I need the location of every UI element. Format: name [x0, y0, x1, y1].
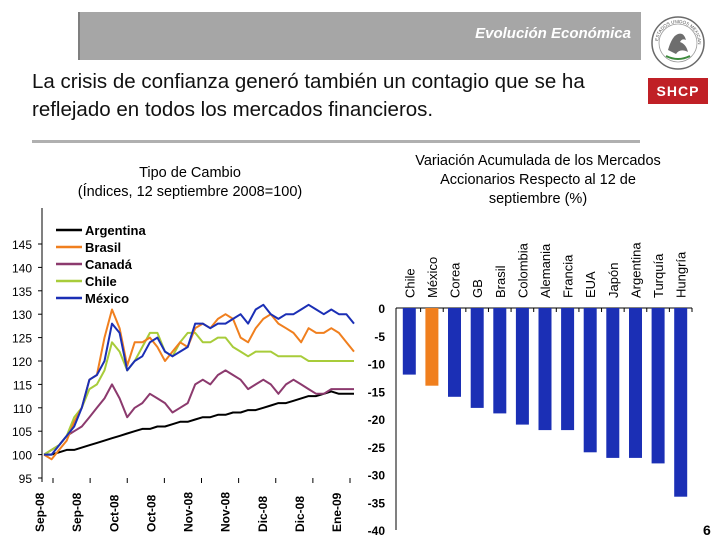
stocks-chart-title: Variación Acumulada de los Mercados Acci…: [415, 153, 661, 207]
fx-series-line-chile: [43, 331, 354, 456]
fx-legend-label: Argentina: [85, 223, 146, 238]
stock-category-label: Colombia: [515, 242, 530, 298]
fx-legend-label: Chile: [85, 274, 117, 289]
fx-x-tick-label: Oct-08: [107, 494, 121, 532]
stock-category-label: Argentina: [628, 242, 643, 298]
fx-y-tick-label: 115: [13, 378, 32, 392]
divider: [32, 140, 640, 143]
stock-category-label: México: [425, 257, 440, 298]
stock-bar: [651, 308, 665, 464]
fx-x-tick-label: Sep-08: [70, 492, 84, 532]
stock-y-tick-label: -20: [368, 413, 386, 427]
stock-category-label: GB: [470, 279, 485, 298]
stock-category-label: Chile: [402, 268, 417, 298]
stock-y-tick-label: -40: [368, 524, 386, 538]
stock-y-tick-label: -5: [374, 330, 385, 344]
fx-y-tick-label: 130: [12, 308, 32, 322]
stock-category-label: Hungría: [674, 251, 689, 298]
stock-y-tick-label: -35: [368, 496, 386, 510]
fx-series-line-argentina: [44, 390, 354, 456]
fx-series-line-mexico: [44, 303, 355, 456]
header-title: Evolución Económica: [475, 25, 631, 42]
stock-bar: [606, 308, 620, 458]
fx-chart-subtitle: (Índices, 12 septiembre 2008=100): [77, 184, 303, 200]
fx-legend-label: Canadá: [85, 257, 133, 272]
shcp-logo: ESTADOS UNIDOS MEXICANOS SHCP: [648, 14, 708, 104]
stock-category-label: Alemania: [538, 243, 553, 298]
fx-y-tick-label: 105: [12, 425, 32, 439]
fx-x-tick-label: Nov-08: [219, 492, 233, 532]
stock-bar: [629, 308, 642, 458]
fx-y-tick-label: 125: [12, 332, 32, 346]
stock-category-label: Corea: [448, 262, 463, 298]
header-bar: Evolución Económica: [78, 12, 641, 60]
headline: La crisis de confianza generó también un…: [32, 70, 585, 121]
fx-y-tick-label: 140: [12, 261, 32, 275]
shcp-badge: SHCP: [648, 78, 708, 104]
stock-bar: [402, 308, 416, 375]
fx-y-tick-label: 135: [12, 285, 32, 299]
stock-bar: [561, 308, 575, 431]
stock-bar: [493, 308, 507, 414]
fx-y-tick-label: 120: [12, 355, 32, 369]
page-number: 6: [703, 522, 711, 538]
stock-category-label: Turquía: [651, 253, 666, 298]
fx-y-tick-label: 110: [13, 402, 32, 416]
stock-bar: [425, 308, 439, 386]
stock-bar: [583, 308, 597, 453]
fx-x-tick-label: Oct-08: [144, 494, 158, 532]
mexican-seal-icon: ESTADOS UNIDOS MEXICANOS: [650, 14, 705, 70]
stock-bar: [448, 308, 461, 397]
fx-x-tick-label: Dic-08: [256, 496, 270, 532]
stock-y-tick-label: -30: [368, 469, 386, 483]
fx-y-tick-label: 95: [19, 472, 33, 486]
stock-category-label: EUA: [583, 271, 598, 298]
fx-chart-heading: Tipo de Cambio (Índices, 12 septiembre 2…: [40, 164, 340, 202]
fx-x-tick-label: Nov-08: [182, 492, 196, 532]
fx-series-line-canada: [43, 369, 354, 456]
stock-bar: [538, 308, 552, 431]
fx-x-tick-label: Sep-08: [33, 492, 47, 532]
stock-category-label: Brasil: [493, 265, 508, 298]
stock-category-label: Francia: [561, 254, 576, 298]
stock-y-tick-label: -25: [368, 441, 386, 455]
stock-bar: [515, 308, 529, 425]
stock-y-tick-label: -10: [368, 358, 386, 372]
stock-bar: [674, 308, 688, 497]
fx-y-tick-label: 145: [12, 238, 32, 252]
fx-x-tick-label: Ene-09: [330, 492, 344, 532]
stock-y-tick-label: -15: [368, 385, 386, 399]
stock-bar: [470, 308, 484, 408]
fx-y-tick-label: 100: [12, 449, 32, 463]
fx-x-tick-label: Dic-08: [293, 496, 307, 532]
fx-chart-title: Tipo de Cambio: [139, 165, 241, 181]
stock-category-label: Japón: [606, 263, 621, 298]
stock-y-tick-label: 0: [378, 302, 385, 316]
fx-legend-label: México: [85, 291, 129, 306]
fx-legend-label: Brasil: [85, 240, 121, 255]
